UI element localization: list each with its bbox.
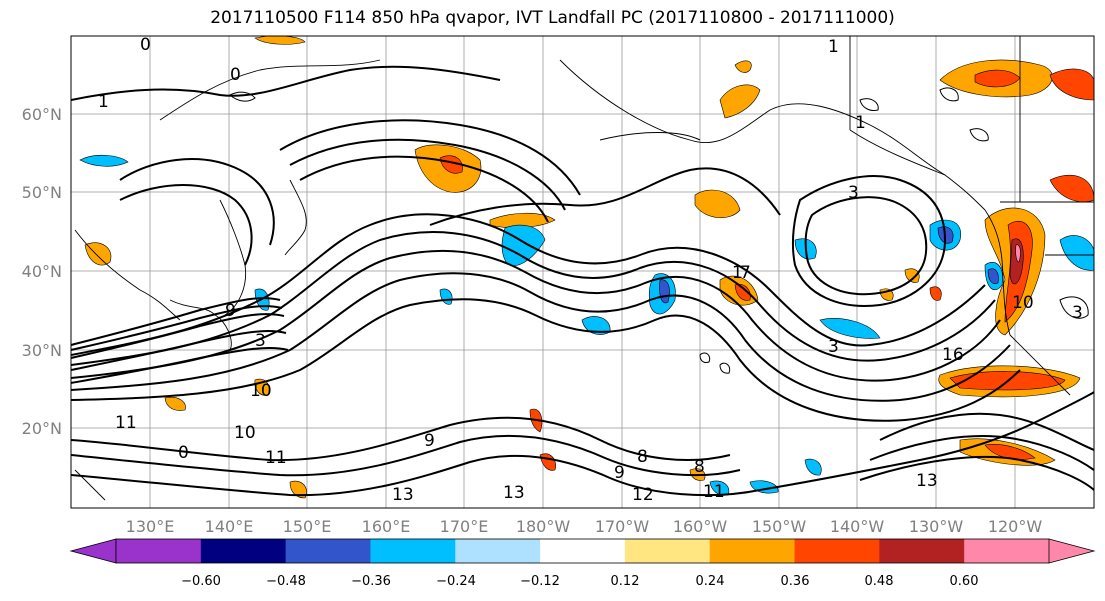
map-title: 2017110500 F114 850 hPa qvapor, IVT Land…	[210, 8, 895, 28]
minor-contours	[229, 87, 1089, 374]
colorbar-tick-label: 0.36	[781, 574, 810, 589]
colorbar-segment	[624, 539, 711, 563]
colorbar-tick-label: 0.48	[865, 574, 894, 589]
contour-label: 9	[614, 463, 625, 483]
colorbar-segment	[794, 539, 880, 563]
contour-label: 7	[740, 263, 751, 283]
colorbar-tick-label: −0.60	[181, 574, 221, 589]
colorbar-segment	[116, 539, 202, 563]
lon-label: 130°E	[126, 517, 175, 536]
map-layer	[71, 36, 1094, 508]
colorbar-segment	[370, 539, 456, 563]
contour-label: 13	[392, 485, 414, 505]
contour-label: 10	[1012, 293, 1034, 313]
contour-label: 8	[694, 457, 705, 477]
colorbar-border	[115, 538, 1050, 564]
colorbar-tick-label: 0.24	[696, 574, 725, 589]
contour-label: 11	[115, 413, 137, 433]
lon-label: 170°W	[595, 517, 650, 536]
contour-label: 1	[732, 263, 743, 283]
contour-label: 3	[848, 183, 859, 203]
colorbar-left-extension-icon	[69, 538, 117, 564]
contour-label: 13	[916, 471, 938, 491]
map-frame	[71, 36, 1094, 508]
colorbar-tick-label: −0.48	[266, 574, 306, 589]
contour-label: 3	[1072, 303, 1083, 323]
colorbar-tick-label: 0.12	[611, 574, 640, 589]
colorbar-segment	[964, 539, 1050, 563]
contour-label: 11	[265, 448, 287, 468]
contour-label: 3	[828, 337, 839, 357]
latitude-labels: 60°N 50°N 40°N 30°N 20°N	[22, 105, 62, 438]
lon-label: 160°E	[362, 517, 411, 536]
lat-label-20n: 20°N	[22, 419, 62, 438]
colorbar-segment	[540, 539, 626, 563]
lat-label-50n: 50°N	[22, 183, 62, 202]
colorbar-segments	[116, 539, 1050, 563]
contour-label: 8	[637, 447, 648, 467]
colorbar-tick-label: −0.24	[436, 574, 476, 589]
colorbar-tick-label: 0.60	[950, 574, 979, 589]
contour-label: 11	[703, 482, 725, 502]
colorbar-tick-label: −0.12	[520, 574, 560, 589]
lon-label: 130°W	[909, 517, 964, 536]
colorbar: −0.60 −0.48 −0.36 −0.24 −0.12 0.12 0.24 …	[69, 538, 1096, 589]
contour-label: 1	[828, 37, 839, 57]
contour-label: 16	[942, 345, 964, 365]
shading-patches	[79, 36, 1094, 499]
lat-label-60n: 60°N	[22, 105, 62, 124]
colorbar-tick-label: −0.36	[351, 574, 391, 589]
lon-label: 140°E	[205, 517, 254, 536]
jet-contour-bundle	[71, 297, 289, 384]
longitude-labels: 130°E 140°E 150°E 160°E 170°E 180°W 170°…	[126, 517, 1043, 536]
contour-label: 9	[225, 301, 236, 321]
colorbar-segment	[455, 539, 541, 563]
contour-label: 13	[503, 483, 525, 503]
lon-label: 120°W	[988, 517, 1043, 536]
colorbar-segment	[879, 539, 965, 563]
lat-label-30n: 30°N	[22, 341, 62, 360]
contour-label: 9	[424, 431, 435, 451]
contour-label: 10	[250, 381, 272, 401]
colorbar-segment	[285, 539, 371, 563]
colorbar-right-extension-icon	[1048, 538, 1096, 564]
colorbar-tick-labels: −0.60 −0.48 −0.36 −0.24 −0.12 0.12 0.24 …	[181, 574, 978, 589]
lon-label: 150°E	[283, 517, 332, 536]
contour-lines	[71, 65, 1094, 497]
lon-label: 140°W	[830, 517, 885, 536]
contour-label: 3	[255, 331, 266, 351]
lon-label: 170°E	[440, 517, 489, 536]
contour-label-group: 1 0 1 1 0 3 3 9 1 7 3 10 11 10 11 0 9 8 …	[98, 35, 1083, 505]
lat-label-40n: 40°N	[22, 262, 62, 281]
contour-label: 10	[234, 423, 256, 443]
contour-label: 1	[98, 92, 109, 112]
contour-label: 0	[230, 65, 241, 85]
contour-label: 1	[855, 113, 866, 133]
contour-label: 0	[140, 35, 151, 55]
colorbar-segment	[200, 539, 287, 563]
colorbar-segment	[709, 539, 796, 563]
lon-label: 150°W	[752, 517, 807, 536]
lon-label: 160°W	[673, 517, 728, 536]
lon-label: 180°W	[516, 517, 571, 536]
map-border	[70, 35, 1095, 509]
contour-label: 12	[632, 485, 654, 505]
contour-label: 0	[178, 443, 189, 463]
